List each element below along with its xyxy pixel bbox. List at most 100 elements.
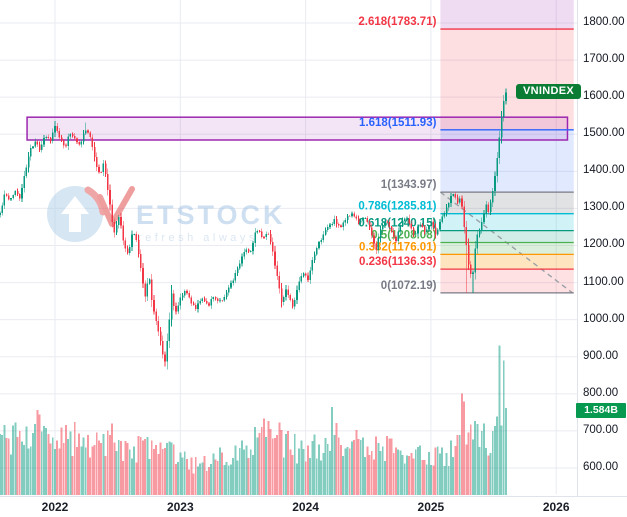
candle-body [5, 194, 8, 196]
candle-body [190, 297, 193, 304]
volume-bar [421, 459, 424, 495]
candle-body [260, 231, 263, 237]
volume-bar [32, 433, 34, 495]
volume-bar [313, 434, 316, 495]
volume-bar [82, 437, 85, 495]
time-scale-axis[interactable]: 2022 2023 2024 2025 2026 [0, 496, 627, 517]
volume-bar [5, 438, 8, 495]
candle-body [359, 220, 362, 223]
price-tick-label: 1200.00 [583, 238, 625, 251]
candle-body [313, 254, 316, 261]
volume-bar [419, 445, 422, 495]
candle-body [98, 167, 100, 172]
candle-body [315, 248, 318, 255]
volume-bar [502, 360, 505, 495]
fib-band[interactable] [440, 213, 574, 231]
volume-bar [49, 443, 52, 495]
candle-body [199, 300, 201, 304]
candle-body [38, 144, 41, 151]
candle-body [128, 246, 131, 253]
volume-bar [505, 407, 507, 495]
volume-bar [401, 454, 404, 495]
candle-body [450, 195, 452, 204]
volume-bar [117, 440, 120, 495]
fib-band[interactable] [440, 230, 574, 243]
candle-body [71, 133, 74, 136]
chart-plot-area[interactable]: ETSTOCK refresh always 2.618(1783.71) 1.6… [0, 0, 577, 496]
candle-body [397, 231, 399, 242]
volume-bar [333, 434, 336, 495]
volume-bar [183, 451, 186, 495]
candle-body [221, 300, 223, 302]
candle-body [172, 293, 175, 306]
candle-body [159, 331, 162, 341]
volume-bar [76, 447, 78, 495]
volume-bar [221, 452, 224, 495]
candle-body [164, 354, 166, 362]
fib-label-0.236: 0.236(1136.33) [359, 256, 437, 268]
candle-body [186, 290, 188, 293]
candle-body [150, 279, 153, 301]
fib-band[interactable] [440, 254, 574, 270]
candle-body [135, 234, 138, 241]
candle-body [56, 125, 58, 131]
volume-bar [469, 424, 472, 495]
candle-body [287, 289, 289, 296]
candlestick-series[interactable] [0, 88, 507, 370]
price-tick-label: 900.00 [583, 349, 619, 362]
fib-band[interactable] [440, 242, 574, 255]
candle-body [377, 237, 380, 251]
candle-wick [268, 232, 269, 236]
fib-level-lines[interactable] [440, 28, 574, 294]
volume-bar [278, 422, 281, 495]
candle-body [65, 145, 67, 147]
volume-bar [3, 425, 6, 495]
volume-bar [432, 465, 435, 495]
volume-bar [293, 434, 296, 495]
volume-bar [139, 437, 142, 495]
resistance-box[interactable] [26, 116, 569, 141]
volume-bar [280, 429, 283, 495]
volume-bars [0, 345, 507, 495]
volume-bar [166, 443, 169, 495]
volume-bar [309, 457, 312, 495]
volume-bar [315, 458, 318, 495]
candle-body [34, 141, 36, 147]
volume-bar [461, 393, 463, 495]
volume-bar [390, 438, 393, 495]
volume-bar [109, 434, 111, 495]
candle-body [238, 263, 241, 269]
fib-band[interactable] [440, 192, 574, 214]
fib-band[interactable] [440, 29, 574, 130]
candle-body [344, 219, 347, 223]
candle-body [274, 251, 276, 266]
candle-body [366, 217, 369, 223]
volume-bar [300, 440, 303, 495]
volume-bar [100, 443, 103, 495]
volume-bar [7, 438, 10, 495]
volume-bar [454, 445, 457, 495]
volume-bar [113, 442, 116, 495]
candle-body [388, 222, 391, 228]
volume-bar [131, 458, 133, 495]
candle-body [131, 234, 133, 247]
price-scale-axis[interactable]: 1800.00 1700.00 1600.00 1500.00 1400.00 1300.… [577, 0, 627, 496]
candle-body [137, 240, 140, 254]
candle-body [133, 234, 135, 236]
volume-bar [267, 420, 270, 495]
volume-bar [296, 463, 298, 495]
resistance-zone-box[interactable] [26, 116, 569, 141]
fib-band[interactable] [440, 269, 574, 293]
candle-body [1, 205, 3, 214]
volume-bar [289, 449, 292, 495]
fib-retracement-bands[interactable] [440, 0, 574, 293]
volume-bar [133, 446, 136, 495]
candle-body [102, 163, 105, 172]
volume-bar [43, 426, 45, 495]
volume-bar [93, 445, 96, 495]
fib-band[interactable] [440, 0, 574, 30]
candle-body [498, 137, 501, 159]
candle-body [265, 233, 267, 238]
candle-body [487, 204, 490, 213]
volume-bar [10, 454, 12, 495]
